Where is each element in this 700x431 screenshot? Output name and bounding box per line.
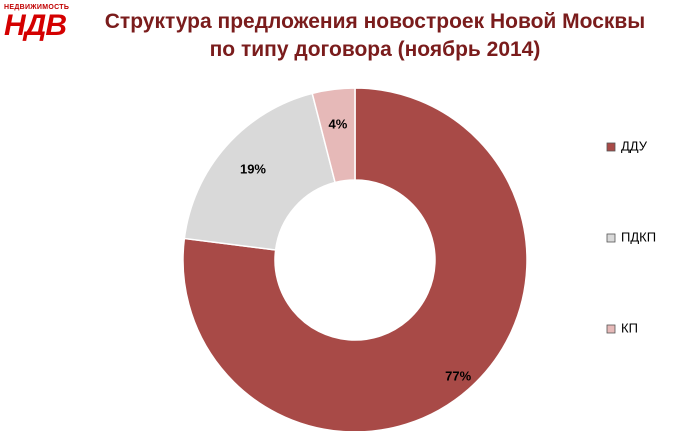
- donut-segment: [183, 92, 337, 251]
- data-label: 4%: [329, 117, 348, 132]
- logo: НЕДВИЖИМОСТЬ НДВ: [4, 4, 86, 41]
- legend-marker: [606, 233, 616, 243]
- chart-title: Структура предложения новостроек Новой М…: [104, 10, 646, 61]
- legend-marker: [606, 324, 616, 334]
- data-label: 77%: [445, 368, 471, 383]
- logo-brand: НДВ: [4, 9, 67, 42]
- legend-label: ДДУ: [621, 138, 648, 153]
- legend-label: ПДКП: [621, 229, 656, 244]
- legend-label: КП: [621, 320, 638, 335]
- donut-segment: [311, 87, 356, 184]
- legend-marker: [606, 142, 616, 152]
- data-label: 19%: [240, 161, 266, 176]
- donut-segment: [182, 87, 528, 431]
- logo-tagline: НЕДВИЖИМОСТЬ: [4, 4, 70, 11]
